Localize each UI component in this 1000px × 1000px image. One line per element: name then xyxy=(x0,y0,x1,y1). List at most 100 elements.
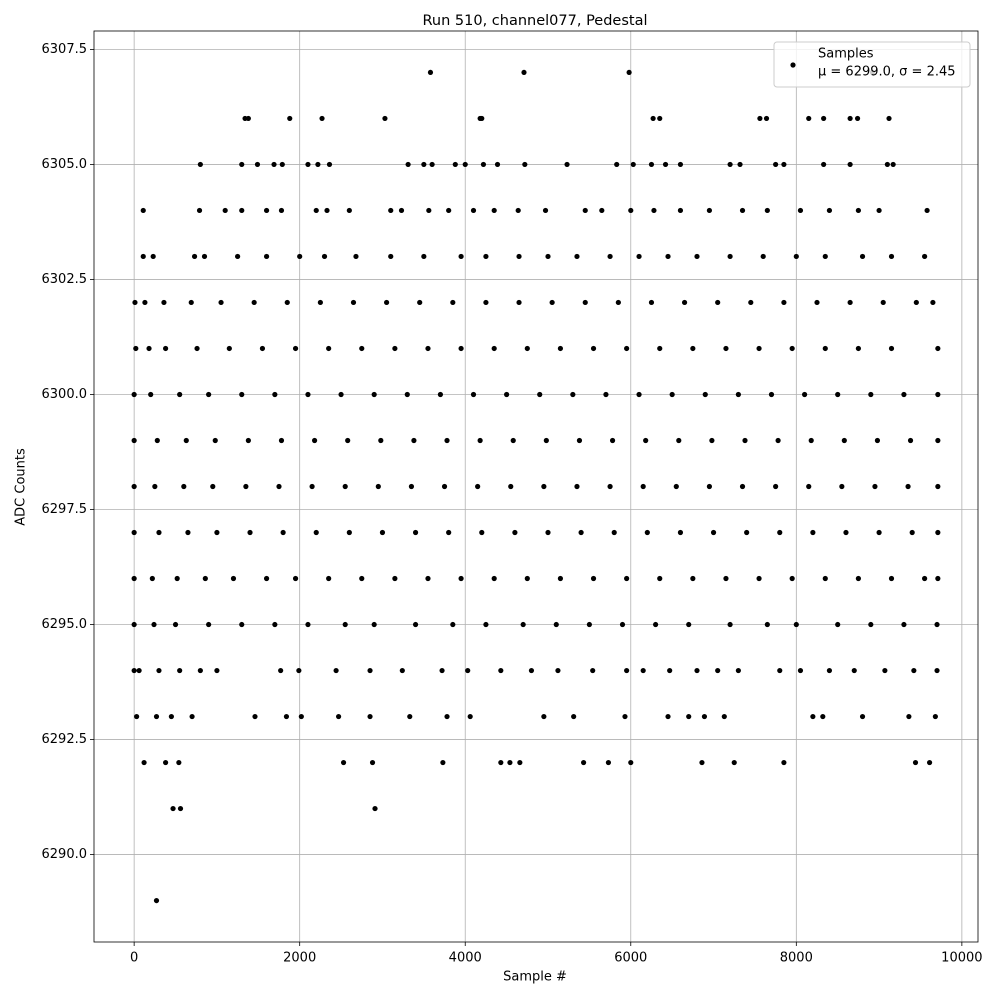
point xyxy=(648,299,655,306)
point xyxy=(131,575,137,582)
point xyxy=(628,759,634,766)
point xyxy=(760,253,766,260)
point xyxy=(470,207,477,214)
point xyxy=(644,529,650,536)
point xyxy=(254,161,261,168)
point xyxy=(263,575,270,582)
point xyxy=(483,621,489,628)
point xyxy=(367,667,373,674)
point xyxy=(206,621,212,628)
point xyxy=(507,759,513,766)
point xyxy=(271,161,277,168)
point xyxy=(439,667,445,674)
point xyxy=(757,115,763,122)
point xyxy=(662,161,669,168)
point xyxy=(721,713,727,720)
point xyxy=(174,575,180,582)
point xyxy=(446,207,452,214)
y-tick-label: 6295.0 xyxy=(42,617,88,632)
point xyxy=(727,253,733,260)
point xyxy=(152,483,158,490)
point xyxy=(934,667,940,674)
point xyxy=(259,345,266,352)
point xyxy=(446,529,452,536)
point xyxy=(773,483,779,490)
point xyxy=(326,575,332,582)
point xyxy=(333,667,339,674)
point xyxy=(426,207,432,214)
point xyxy=(383,299,390,306)
x-tick-label: 2000 xyxy=(283,951,316,966)
point xyxy=(901,391,907,398)
point xyxy=(444,437,450,444)
point xyxy=(706,483,713,490)
point xyxy=(605,759,612,766)
x-axis-label: Sample # xyxy=(503,970,567,985)
point xyxy=(279,161,285,168)
point xyxy=(665,713,671,720)
point xyxy=(477,437,483,444)
point xyxy=(715,299,721,306)
point xyxy=(651,207,657,214)
point xyxy=(170,805,176,812)
point xyxy=(859,713,866,720)
point xyxy=(156,529,162,536)
point xyxy=(797,207,804,214)
point xyxy=(814,299,820,306)
point xyxy=(847,161,853,168)
point xyxy=(140,253,146,260)
point xyxy=(298,713,304,720)
point xyxy=(880,299,886,306)
point xyxy=(516,299,522,306)
point xyxy=(284,299,290,306)
point xyxy=(545,529,551,536)
point xyxy=(590,667,596,674)
point xyxy=(412,621,419,628)
legend-box xyxy=(773,41,971,88)
point xyxy=(321,253,328,260)
point xyxy=(528,667,535,674)
point xyxy=(462,161,468,168)
point xyxy=(781,299,787,306)
y-axis-label: ADC Counts xyxy=(14,448,29,526)
point xyxy=(276,483,282,490)
point xyxy=(185,529,191,536)
point xyxy=(524,345,530,352)
point xyxy=(690,345,696,352)
point xyxy=(859,253,866,260)
point xyxy=(181,483,187,490)
point xyxy=(388,253,394,260)
point xyxy=(177,805,184,812)
point xyxy=(149,575,155,582)
legend-label: Samples xyxy=(818,47,874,62)
point xyxy=(640,483,646,490)
point xyxy=(821,115,827,122)
point xyxy=(580,759,587,766)
point xyxy=(510,437,516,444)
point xyxy=(801,391,808,398)
point xyxy=(212,437,218,444)
point xyxy=(781,759,787,766)
y-tick-label: 6305.0 xyxy=(42,157,88,172)
point xyxy=(399,667,405,674)
point xyxy=(640,667,646,674)
point xyxy=(935,391,941,398)
point xyxy=(607,483,613,490)
point xyxy=(739,207,746,214)
point xyxy=(890,161,896,168)
point xyxy=(407,713,413,720)
point xyxy=(821,161,827,168)
point xyxy=(624,575,630,582)
point xyxy=(153,897,160,904)
point xyxy=(744,529,750,536)
point xyxy=(723,575,729,582)
point xyxy=(571,713,577,720)
point xyxy=(512,529,518,536)
point xyxy=(768,391,775,398)
point xyxy=(706,207,713,214)
point xyxy=(239,161,245,168)
point xyxy=(702,391,708,398)
point xyxy=(582,207,588,214)
point xyxy=(826,667,833,674)
point xyxy=(810,713,816,720)
